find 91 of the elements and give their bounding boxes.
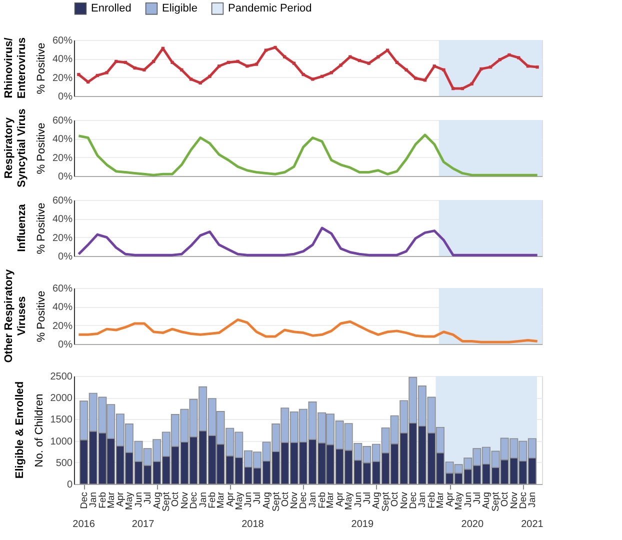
text: 2017 [132, 519, 155, 530]
x-tick-label: Jul [142, 492, 154, 504]
legend-label: Enrolled [91, 2, 132, 15]
x-tick-label: Oct [390, 492, 401, 507]
x-tick-label: Nov [398, 492, 410, 509]
y-tick-label: 20% [52, 320, 73, 332]
x-tick-label: May [124, 492, 136, 510]
x-tick-label: Dec [78, 492, 90, 509]
y-tick-label: 500 [56, 458, 73, 469]
x-tick-label: Jan [88, 492, 100, 508]
text: Eligible & Enrolled [14, 381, 26, 479]
x-tick-label: Mar [106, 492, 117, 508]
y-tick-label: 60% [52, 284, 73, 294]
x-tick-label: Apr [224, 492, 236, 507]
x-tick-label: Sept [161, 492, 172, 512]
x-tick-label: Jul [252, 492, 264, 504]
x-tick-label: Jul [472, 492, 483, 504]
y-tick-label: 40% [52, 302, 73, 314]
text: Rhinovirus/ Enterovirus [2, 37, 28, 99]
y-axis-title: % Positive [35, 290, 48, 342]
x-tick-label: Dec [518, 492, 529, 509]
x-tick-label: Jan [308, 492, 319, 508]
x-tick-label: Sept [380, 492, 392, 512]
y-tick-label: 40% [52, 54, 73, 66]
x-tick-label: Aug [152, 492, 163, 509]
y-tick-label: 0 [66, 480, 73, 490]
x-tick-label: Jun [243, 492, 254, 508]
x-tick-label: Jan [198, 492, 209, 508]
x-tick-label: Nov [508, 492, 520, 509]
x-tick-label: Oct [280, 492, 291, 507]
y-axis-title: No. of Children [33, 394, 46, 468]
x-tick-label: Dec [188, 492, 200, 509]
x-tick-label: Sept [490, 492, 502, 512]
x-tick-label: Apr [115, 492, 126, 507]
x-tick-label: Jul [362, 492, 373, 504]
y-tick-label: 40% [52, 214, 73, 226]
y-tick-label: 2000 [50, 393, 73, 404]
text: 2018 [242, 519, 264, 530]
y-tick-label: 40% [52, 134, 73, 146]
text: Other Respiratory Viruses [2, 268, 28, 363]
y-tick-label: 0% [58, 252, 73, 262]
y-tick-label: 1000 [50, 436, 73, 448]
x-tick-label: Jan [527, 492, 538, 508]
legend-label: Eligible [162, 2, 198, 15]
y-tick-label: 20% [52, 232, 73, 244]
text: Influenza [16, 203, 28, 252]
x-tick-label: Jun [462, 492, 474, 508]
x-tick-label: May [454, 492, 465, 510]
y-tick-label: 0% [58, 340, 73, 350]
x-tick-label: Jun [352, 492, 364, 508]
x-tick-label: Feb [97, 492, 108, 508]
x-tick-label: Aug [262, 492, 273, 509]
x-tick-label: Nov [289, 492, 300, 509]
text: 2019 [351, 519, 374, 530]
x-tick-label: Aug [481, 492, 492, 509]
x-tick-label: Apr [334, 492, 346, 507]
x-tick-label: Dec [408, 492, 419, 509]
text: 2016 [72, 519, 96, 530]
legend-label: Pandemic Period [228, 2, 312, 15]
x-tick-label: Oct [500, 492, 511, 507]
x-tick-label: Mar [216, 492, 227, 508]
y-tick-label: 0% [58, 172, 73, 182]
y-tick-label: 20% [52, 152, 73, 164]
x-tick-label: Sept [270, 492, 282, 512]
x-tick-label: Apr [444, 492, 456, 507]
x-tick-label: Feb [426, 492, 438, 508]
y-tick-label: 2500 [50, 372, 73, 382]
x-tick-label: Mar [435, 492, 446, 508]
x-tick-label: Nov [179, 492, 190, 509]
y-tick-label: 60% [52, 116, 73, 126]
text: 2021 [521, 519, 544, 530]
x-tick-label: Oct [170, 492, 182, 507]
y-tick-label: 60% [52, 196, 73, 206]
y-axis-title: % Positive [35, 122, 48, 174]
text: 2020 [461, 519, 484, 530]
x-tick-label: May [344, 492, 355, 510]
x-tick-label: Jan [417, 492, 428, 508]
y-tick-label: 0% [58, 92, 73, 102]
x-tick-label: Feb [207, 492, 218, 508]
y-tick-label: 20% [52, 72, 73, 84]
x-tick-label: Feb [316, 492, 328, 508]
y-tick-label: 1500 [50, 414, 73, 426]
y-axis-title: % Positive [35, 42, 48, 94]
y-tick-label: 60% [52, 36, 73, 46]
x-tick-label: Jun [134, 492, 145, 508]
y-axis-title: % Positive [35, 202, 48, 254]
x-tick-label: Aug [371, 492, 382, 509]
text: Respiratory Syncytial Virus [2, 108, 28, 188]
x-tick-label: May [234, 492, 245, 510]
x-tick-label: Dec [298, 492, 310, 509]
x-tick-label: Mar [325, 492, 336, 508]
